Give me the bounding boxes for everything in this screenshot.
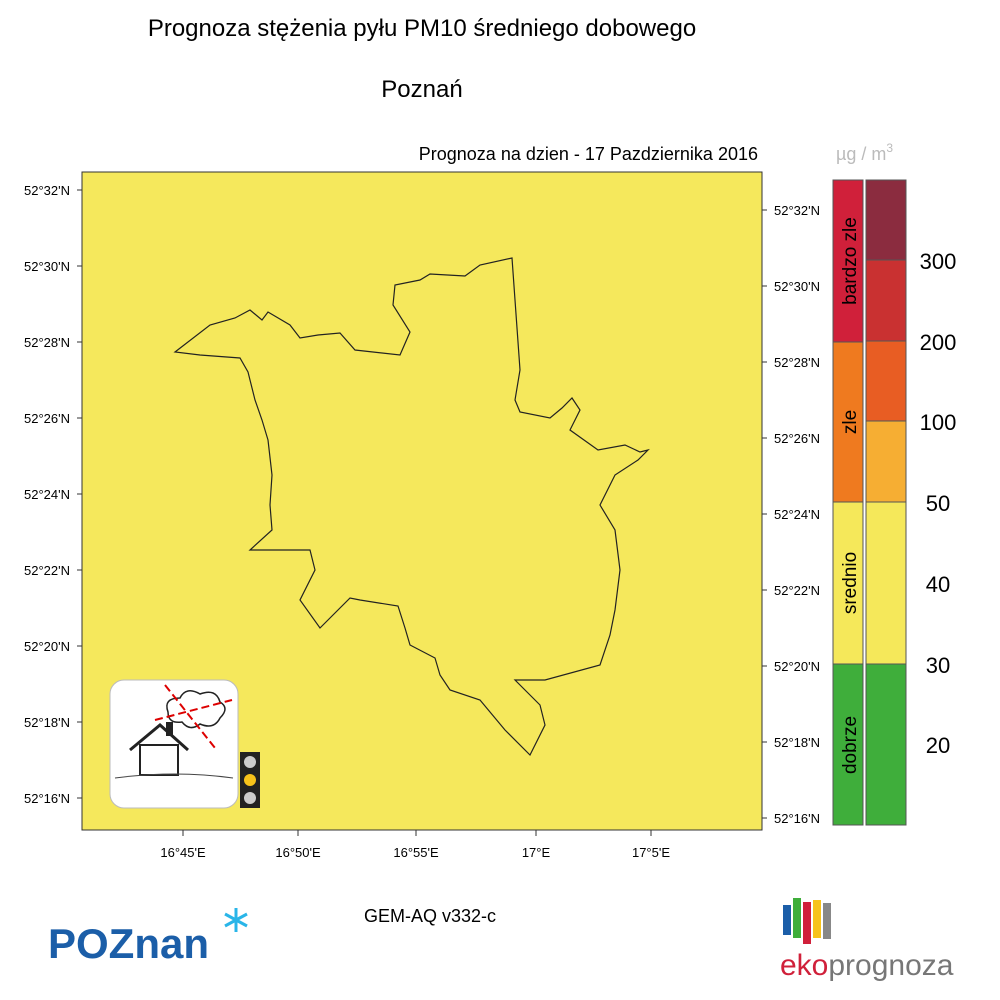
category-swatch bbox=[832, 179, 864, 343]
lat-label: 52°26'N bbox=[774, 431, 820, 446]
lat-label: 52°16'N bbox=[24, 791, 70, 806]
lat-label: 52°28'N bbox=[774, 355, 820, 370]
category-swatch bbox=[832, 663, 864, 826]
logo-ekoprognoza: ekoprognoza bbox=[780, 898, 954, 982]
model-name: GEM-AQ v332-c bbox=[364, 906, 496, 926]
level-label: 50 bbox=[926, 491, 950, 516]
level-label: 100 bbox=[920, 410, 957, 435]
lat-label: 52°20'N bbox=[24, 639, 70, 654]
level-swatch bbox=[865, 340, 907, 422]
lat-label: 52°24'N bbox=[774, 507, 820, 522]
category-label: bardzo zle bbox=[840, 217, 861, 305]
lat-label: 52°28'N bbox=[24, 335, 70, 350]
legend-unit: µg / m3 bbox=[836, 141, 893, 164]
lat-label: 52°32'N bbox=[24, 183, 70, 198]
logo-text: POZnan bbox=[48, 920, 209, 967]
level-swatch bbox=[865, 420, 907, 503]
air-icon bbox=[109, 679, 260, 809]
lat-label: 52°22'N bbox=[24, 563, 70, 578]
category-swatch bbox=[832, 501, 864, 665]
lat-label: 52°22'N bbox=[774, 583, 820, 598]
unit-exponent: 3 bbox=[886, 141, 893, 155]
category-label: zle bbox=[840, 410, 861, 434]
city: Poznań bbox=[381, 76, 462, 103]
level-label: 300 bbox=[920, 249, 957, 274]
logo-suffix: prognoza bbox=[828, 949, 953, 982]
level-swatch bbox=[865, 663, 907, 826]
lon-label: 16°50'E bbox=[275, 845, 321, 860]
level-swatch bbox=[865, 501, 907, 665]
lat-label: 52°26'N bbox=[24, 411, 70, 426]
category-swatch bbox=[832, 341, 864, 503]
legend: µg / m3 bbox=[832, 141, 907, 826]
level-label: 200 bbox=[920, 330, 957, 355]
lat-label: 52°16'N bbox=[774, 811, 820, 826]
lon-label: 17°5'E bbox=[632, 845, 670, 860]
category-label: dobrze bbox=[840, 716, 861, 774]
lon-label: 17°E bbox=[522, 845, 551, 860]
lat-label: 52°20'N bbox=[774, 659, 820, 674]
level-label: 30 bbox=[926, 653, 950, 678]
level-label: 20 bbox=[926, 733, 950, 758]
lat-label: 52°30'N bbox=[24, 259, 70, 274]
unit-base: µg / m bbox=[836, 144, 886, 164]
logo-star bbox=[224, 908, 248, 932]
forecast-date: Prognoza na dzien - 17 Pazdziernika 2016 bbox=[419, 144, 758, 164]
level-swatch bbox=[865, 259, 907, 342]
level-swatch bbox=[865, 179, 907, 261]
logo-prefix: eko bbox=[780, 949, 828, 982]
lat-label: 52°24'N bbox=[24, 487, 70, 502]
category-label: srednio bbox=[840, 552, 861, 614]
lat-label: 52°30'N bbox=[774, 279, 820, 294]
logo-poznan: POZnan bbox=[48, 908, 248, 967]
lon-label: 16°55'E bbox=[393, 845, 439, 860]
lat-label: 52°32'N bbox=[774, 203, 820, 218]
lat-label: 52°18'N bbox=[774, 735, 820, 750]
city-boundary bbox=[173, 257, 650, 757]
logo-text: ekoprognoza bbox=[780, 949, 954, 982]
lon-label: 16°45'E bbox=[160, 845, 206, 860]
lat-label: 52°18'N bbox=[24, 715, 70, 730]
title: Prognoza stężenia pyłu PM10 średniego do… bbox=[148, 15, 696, 42]
level-label: 40 bbox=[926, 572, 950, 597]
